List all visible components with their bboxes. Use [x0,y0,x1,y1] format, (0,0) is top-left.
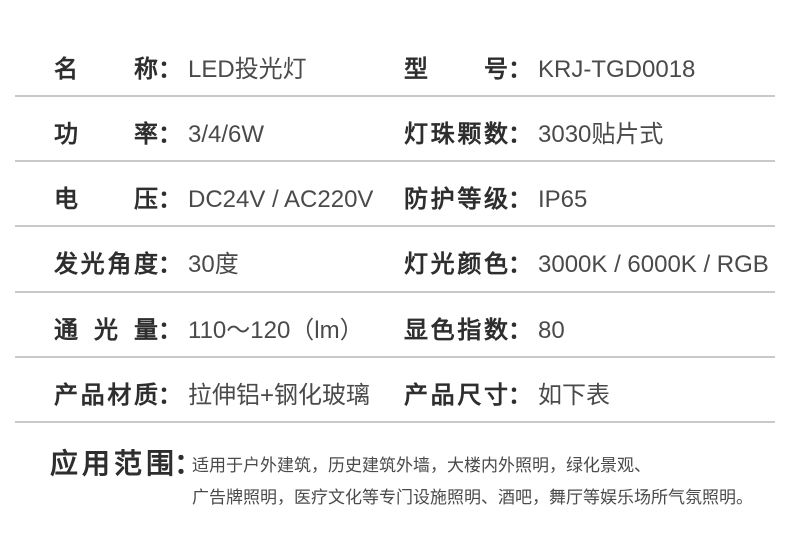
spec-label-right: 防护等级 [404,186,508,213]
spec-colon: ： [158,317,182,344]
spec-colon: ： [508,56,532,83]
spec-value-left: 110～120（lm） [188,317,364,344]
spec-value-right: KRJ-TGD0018 [538,56,696,83]
spec-colon: ： [508,186,532,213]
spec-colon: ： [158,56,182,83]
row-divider [15,160,775,162]
spec-label-right: 型号 [404,56,508,83]
application-row: 应用范围： 适用于户外建筑，历史建筑外墙，大楼内外照明，绿化景观、 广告牌照明，… [0,423,790,552]
spec-label-right: 显色指数 [404,317,508,344]
spec-value-right: 3030贴片式 [538,121,664,148]
spec-label-left: 通光量 [54,317,158,344]
spec-colon: ： [158,121,182,148]
spec-value-left: 30度 [188,251,239,278]
spec-row: 名称： LED投光灯 型号： KRJ-TGD0018 [0,0,790,97]
spec-row: 通光量： 110～120（lm） 显色指数： 80 [0,293,790,358]
spec-row: 发光角度： 30度 灯光颜色： 3000K / 6000K / RGB [0,227,790,293]
spec-value-right: 80 [538,317,565,344]
application-text: 适用于户外建筑，历史建筑外墙，大楼内外照明，绿化景观、 广告牌照明，医疗文化等专… [192,450,753,514]
spec-label-left: 功率 [54,121,158,148]
spec-value-right: 3000K / 6000K / RGB [538,251,769,278]
spec-value-left: 3/4/6W [188,121,265,148]
spec-colon: ： [508,121,532,148]
spec-colon: ： [174,448,203,479]
spec-label-left: 产品材质 [54,382,158,409]
spec-colon: ： [508,251,532,278]
spec-label-right: 灯光颜色 [404,251,508,278]
spec-colon: ： [508,317,532,344]
application-text-line2: 广告牌照明，医疗文化等专门设施照明、酒吧，舞厅等娱乐场所气氛照明。 [192,488,753,507]
spec-label-right: 灯珠颗数 [404,121,508,148]
spec-row: 功率： 3/4/6W 灯珠颗数： 3030贴片式 [0,97,790,162]
spec-row: 产品材质：拉伸铝+钢化玻璃 产品尺寸：如下表 [0,358,790,423]
spec-label-right: 产品尺寸 [404,382,508,409]
row-divider [15,291,775,293]
spec-value-right: IP65 [538,186,588,213]
row-divider [15,225,775,227]
spec-value-left: LED投光灯 [188,56,307,83]
spec-label-left: 名称 [54,56,158,83]
spec-row: 电压： DC24V / AC220V 防护等级： IP65 [0,162,790,227]
spec-colon: ： [508,382,532,409]
spec-colon: ： [158,382,182,409]
spec-colon: ： [158,251,182,278]
row-divider [15,421,775,423]
spec-value-right: 如下表 [538,382,610,409]
row-divider [15,356,775,358]
application-label: 应用范围 [50,448,174,479]
spec-label-left: 发光角度 [54,251,158,278]
application-text-line1: 适用于户外建筑，历史建筑外墙，大楼内外照明，绿化景观、 [192,456,651,475]
spec-value-left: DC24V / AC220V [188,186,374,213]
spec-label-left: 电压 [54,186,158,213]
spec-colon: ： [158,186,182,213]
spec-value-left: 拉伸铝+钢化玻璃 [188,382,371,409]
row-divider [15,95,775,97]
